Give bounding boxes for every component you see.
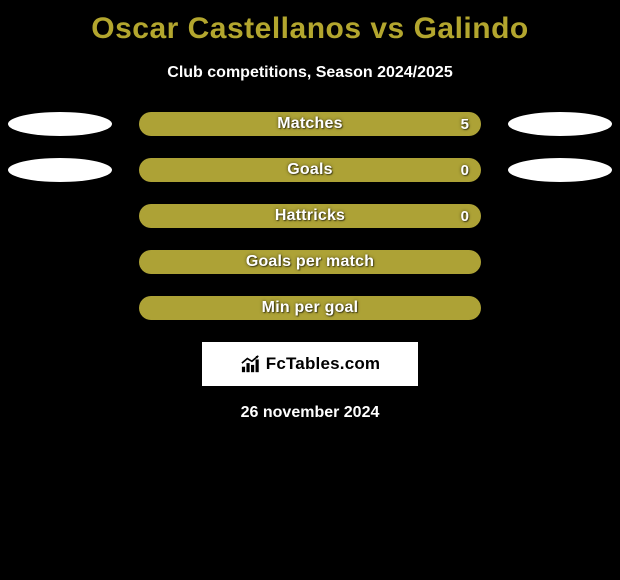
stat-value: 5	[461, 116, 469, 133]
bar-chart-trend-icon	[240, 354, 262, 374]
left-oval	[8, 112, 112, 136]
infographic-container: Oscar Castellanos vs Galindo Club compet…	[0, 0, 620, 422]
stat-bar: Min per goal	[139, 296, 481, 320]
stat-bar-fill: Matches 5	[139, 112, 481, 136]
stat-bar-fill: Hattricks 0	[139, 204, 481, 228]
right-oval	[508, 112, 612, 136]
stat-bar: Goals 0	[139, 158, 481, 182]
stat-row: Goals per match	[0, 250, 620, 274]
stats-block: Matches 5 Goals 0 Hattricks 0 Goals per match M…	[0, 112, 620, 320]
stat-row: Hattricks 0	[0, 204, 620, 228]
left-oval	[8, 158, 112, 182]
stat-bar-fill: Goals per match	[139, 250, 481, 274]
stat-value: 0	[461, 162, 469, 179]
page-subtitle: Club competitions, Season 2024/2025	[167, 64, 452, 82]
stat-row: Goals 0	[0, 158, 620, 182]
footer-date: 26 november 2024	[241, 404, 380, 422]
stat-label: Min per goal	[262, 299, 359, 317]
brand-text: FcTables.com	[266, 354, 381, 374]
stat-row: Matches 5	[0, 112, 620, 136]
stat-value: 0	[461, 208, 469, 225]
stat-label: Goals per match	[246, 253, 374, 271]
page-title: Oscar Castellanos vs Galindo	[91, 12, 529, 46]
right-oval	[508, 158, 612, 182]
stat-label: Matches	[277, 115, 342, 133]
stat-bar-fill: Min per goal	[139, 296, 481, 320]
brand-box: FcTables.com	[202, 342, 418, 386]
stat-bar: Goals per match	[139, 250, 481, 274]
stat-bar-fill: Goals 0	[139, 158, 481, 182]
stat-bar: Hattricks 0	[139, 204, 481, 228]
stat-label: Goals	[287, 161, 332, 179]
stat-label: Hattricks	[275, 207, 345, 225]
stat-bar: Matches 5	[139, 112, 481, 136]
stat-row: Min per goal	[0, 296, 620, 320]
